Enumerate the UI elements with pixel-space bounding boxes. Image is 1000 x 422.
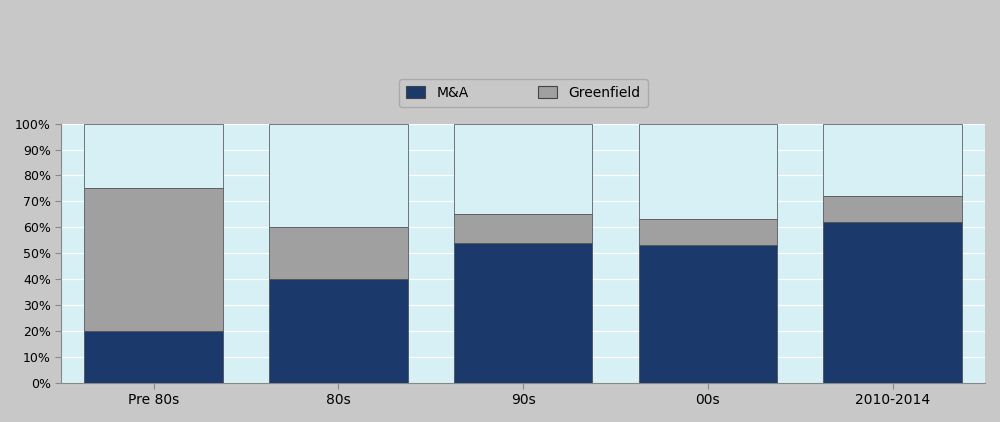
Bar	[84, 188, 223, 331]
Bar	[454, 124, 592, 214]
Bar	[269, 227, 408, 279]
Bar	[84, 331, 223, 383]
Bar	[454, 243, 592, 383]
Bar	[639, 219, 777, 245]
Legend: M&A, Greenfield: M&A, Greenfield	[399, 79, 648, 107]
Bar	[269, 279, 408, 383]
Bar	[269, 124, 408, 227]
Bar	[823, 124, 962, 196]
Bar	[454, 214, 592, 243]
Bar	[639, 245, 777, 383]
Bar	[84, 124, 223, 188]
Bar	[639, 124, 777, 219]
Bar	[823, 196, 962, 222]
Bar	[823, 222, 962, 383]
